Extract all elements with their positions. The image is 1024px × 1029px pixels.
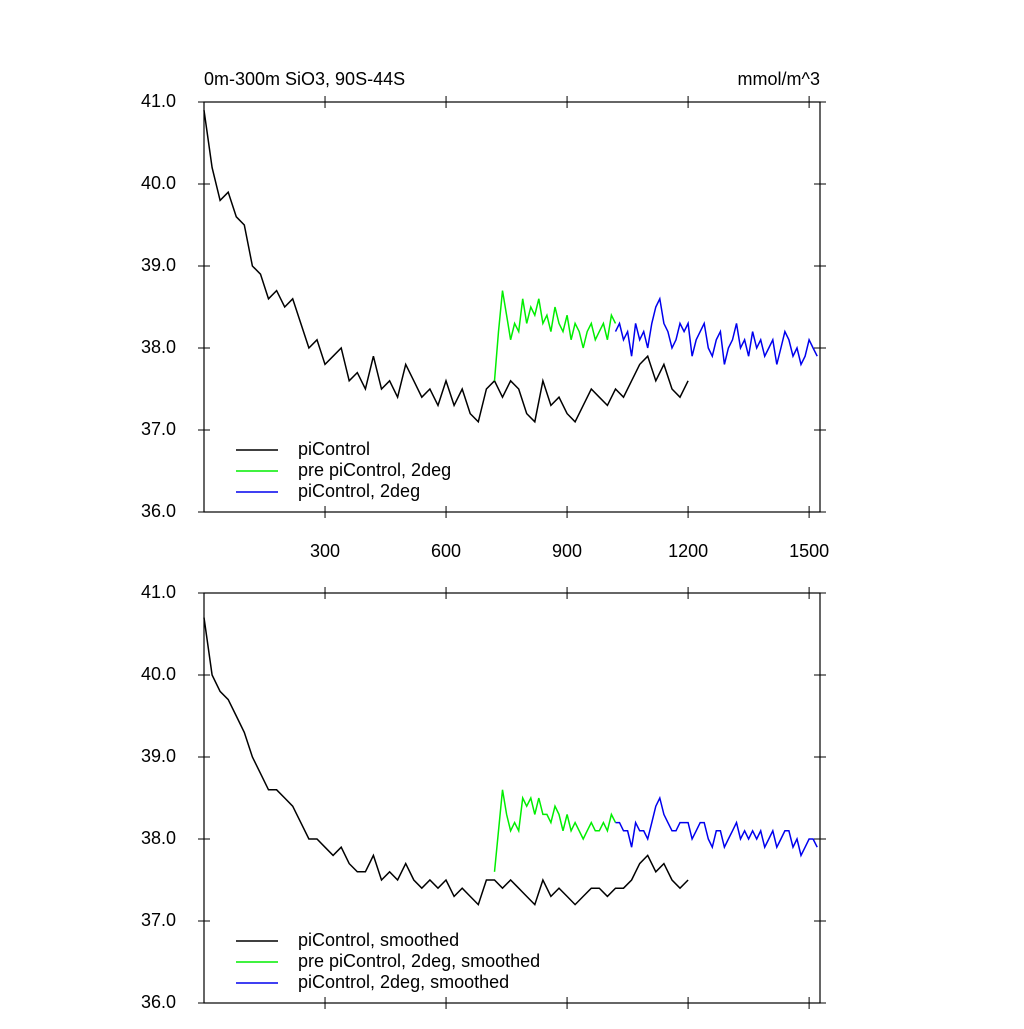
data-line (203, 110, 689, 424)
y-tick-label: 37.0 (141, 910, 176, 930)
legend-label: piControl (298, 439, 370, 459)
y-tick-label: 38.0 (141, 337, 176, 357)
data-line (615, 795, 818, 858)
legend-label: pre piControl, 2deg (298, 460, 451, 480)
x-tick-label: 1500 (789, 541, 829, 561)
x-tick-label: 1200 (668, 541, 708, 561)
y-tick-label: 39.0 (141, 255, 176, 275)
data-line (203, 617, 689, 906)
y-tick-label: 40.0 (141, 173, 176, 193)
x-tick-label: 300 (310, 541, 340, 561)
y-tick-label: 40.0 (141, 664, 176, 684)
legend-label: piControl, 2deg (298, 481, 420, 501)
plot-frame (203, 592, 821, 1004)
legend-label: pre piControl, 2deg, smoothed (298, 951, 540, 971)
y-tick-label: 36.0 (141, 992, 176, 1012)
y-tick-label: 36.0 (141, 501, 176, 521)
units-label: mmol/m^3 (738, 69, 820, 89)
data-line (614, 296, 818, 367)
y-tick-label: 37.0 (141, 419, 176, 439)
legend-label: piControl, smoothed (298, 930, 459, 950)
legend-label: piControl, 2deg, smoothed (298, 972, 509, 992)
x-tick-label: 900 (552, 541, 582, 561)
chart-title: 0m-300m SiO3, 90S-44S (204, 69, 405, 89)
y-tick-label: 38.0 (141, 828, 176, 848)
y-tick-label: 39.0 (141, 746, 176, 766)
data-line (493, 290, 617, 381)
y-tick-label: 41.0 (141, 582, 176, 602)
x-tick-label: 600 (431, 541, 461, 561)
plot-frame (203, 101, 821, 513)
data-line (493, 789, 617, 872)
y-tick-label: 41.0 (141, 91, 176, 111)
